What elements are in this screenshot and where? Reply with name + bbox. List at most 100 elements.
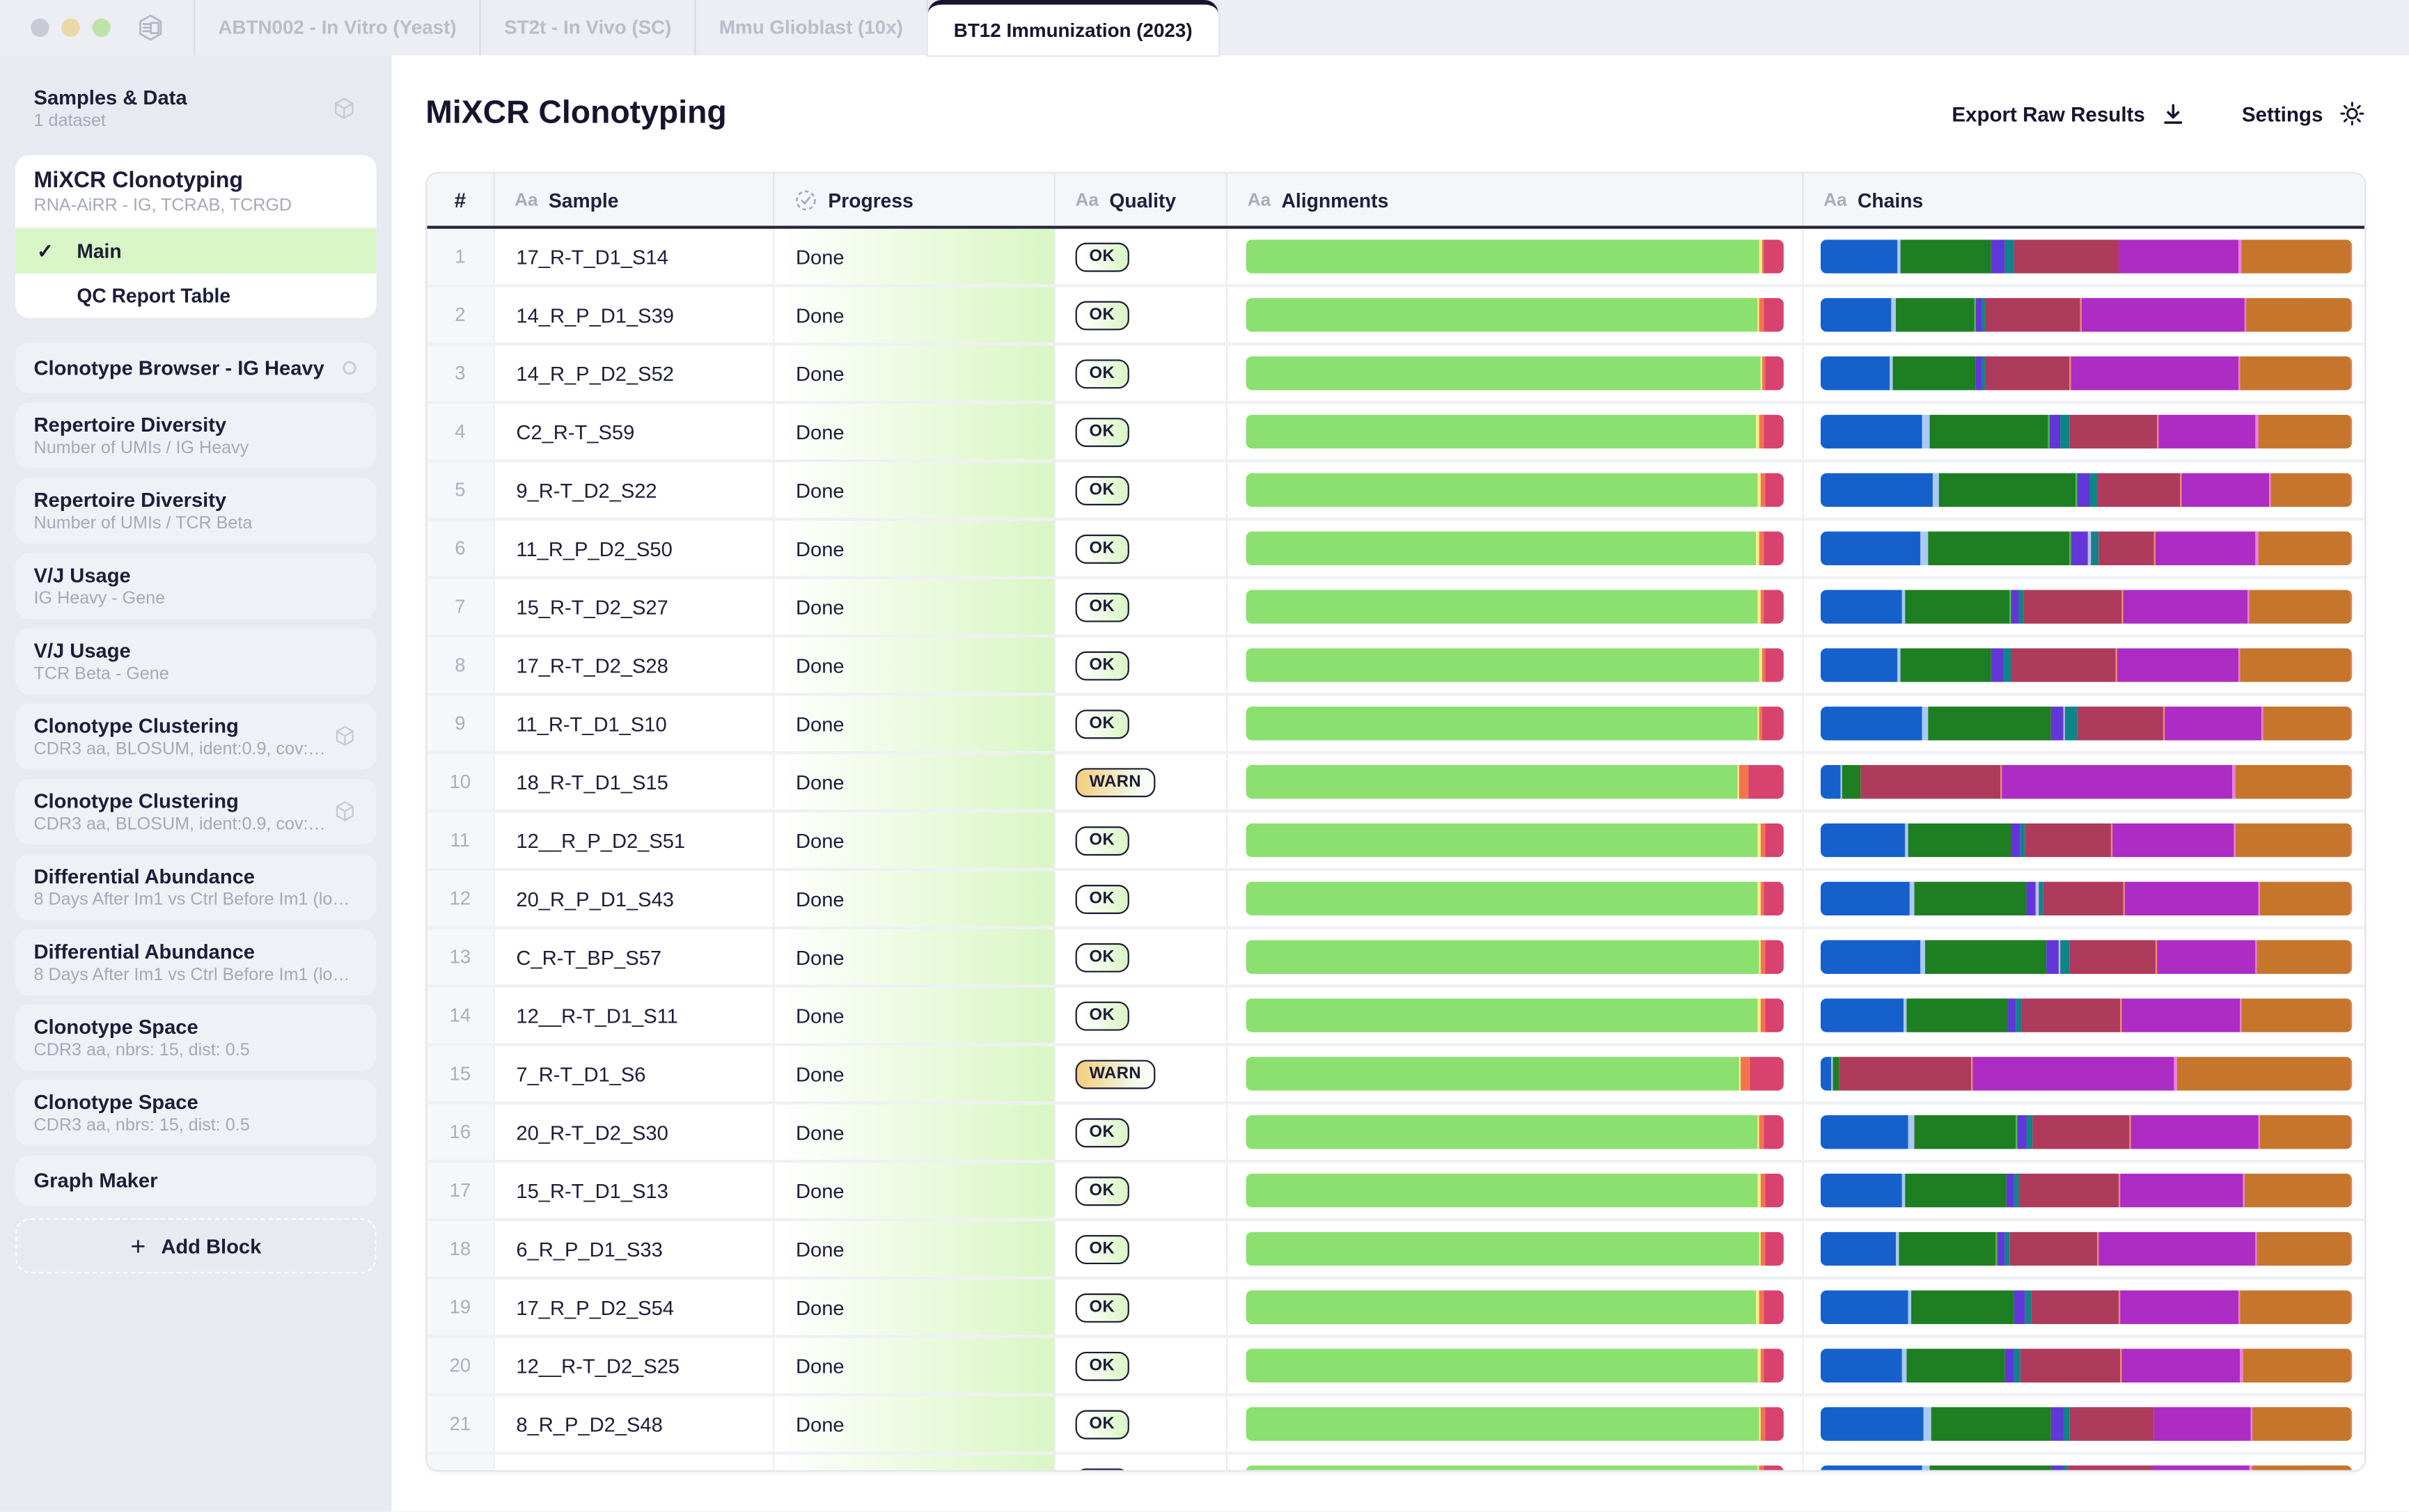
row-index-cell: 9 — [427, 695, 494, 752]
table-row[interactable]: 16 20_R-T_D2_S30 Done OK — [427, 1104, 2365, 1163]
table-row[interactable]: 6 11_R_P_D2_S50 Done OK — [427, 521, 2365, 579]
bar-segment-green — [1246, 239, 1759, 274]
bar-segment-green — [1246, 298, 1757, 332]
sidebar-block-clonotype-space[interactable]: Clonotype Space CDR3 aa, nbrs: 15, dist: … — [15, 1005, 377, 1071]
table-row[interactable]: 13 C_R-T_BP_S57 Done OK — [427, 929, 2365, 988]
bar-segment-magenta — [2156, 531, 2257, 566]
sidebar-block-repertoire-diversity[interactable]: Repertoire Diversity Number of UMIs / IG … — [15, 402, 377, 469]
alignments-cell — [1225, 1337, 1802, 1394]
bar-segment-orange — [2177, 1057, 2351, 1091]
dataset-tab-4[interactable]: BT12 Immunization (2023) — [927, 0, 1219, 56]
bar-segment-magenta — [2131, 1115, 2258, 1149]
table-row[interactable]: 3 14_R_P_D2_S52 Done OK — [427, 345, 2365, 404]
bar-segment-magenta — [2119, 239, 2239, 274]
table-row[interactable]: 15 7_R-T_D1_S6 Done WARN — [427, 1046, 2365, 1105]
table-row[interactable]: 14 12__R-T_D1_S11 Done OK — [427, 987, 2365, 1046]
table-row[interactable]: 8 17_R-T_D2_S28 Done OK — [427, 637, 2365, 696]
sidebar-block-mixcr-clonotyping[interactable]: MiXCR Clonotyping RNA-AiRR - IG, TCRAB, … — [15, 155, 377, 318]
bar-segment-lightblue — [1831, 1057, 1833, 1091]
column-header-sample[interactable]: Aa Sample — [493, 173, 773, 226]
alignments-bar — [1246, 473, 1784, 507]
bar-segment-yellow — [1759, 356, 1763, 391]
dataset-tab-2[interactable]: ST2t - In Vivo (SC) — [479, 0, 695, 56]
bar-segment-yellow — [1758, 1407, 1761, 1441]
bar-segment-blue — [1820, 1057, 1832, 1091]
bar-segment-pink — [1762, 707, 1784, 741]
window-minimize-button[interactable] — [61, 18, 80, 37]
window-close-button[interactable] — [31, 18, 49, 37]
column-header-progress[interactable]: Progress — [772, 173, 1054, 226]
dataset-tab-1[interactable]: ABTN002 - In Vitro (Yeast) — [194, 0, 480, 56]
table-row[interactable]: 20 12__R-T_D2_S25 Done OK — [427, 1337, 2365, 1396]
sidebar-block-samples-data[interactable]: Samples & Data 1 dataset — [15, 73, 377, 143]
workflow-item-main[interactable]: ✓ Main — [15, 228, 377, 274]
table-row[interactable]: 18 6_R_P_D1_S33 Done OK — [427, 1221, 2365, 1280]
bar-segment-green — [1914, 1115, 2016, 1149]
sidebar-block-repertoire-diversity[interactable]: Repertoire Diversity Number of UMIs / TCR… — [15, 478, 377, 544]
table-row[interactable]: 10 18_R-T_D1_S15 Done WARN — [427, 754, 2365, 813]
window-zoom-button[interactable] — [92, 18, 111, 37]
bar-segment-lightblue — [1921, 531, 1929, 566]
table-row[interactable]: Done OK — [427, 1454, 2364, 1470]
bar-segment-pink — [2261, 707, 2264, 741]
table-row[interactable]: 12 20_R_P_D1_S43 Done OK — [427, 871, 2365, 930]
column-header-label: Sample — [548, 188, 619, 212]
quality-cell: OK — [1053, 287, 1226, 343]
bar-segment-magenta — [2121, 1348, 2241, 1383]
bar-segment-blue — [1820, 590, 1902, 624]
settings-label: Settings — [2241, 102, 2323, 125]
table-row[interactable]: 2 14_R_P_D1_S39 Done OK — [427, 287, 2365, 346]
workflow-item-qc-report-table[interactable]: QC Report Table — [15, 274, 377, 318]
bar-segment-divider — [2180, 473, 2182, 507]
chains-bar — [1820, 356, 2353, 391]
sidebar-block-graph-maker[interactable]: Graph Maker — [15, 1155, 377, 1206]
sidebar-block-clonotype-browser-ig-heavy[interactable]: Clonotype Browser - IG Heavy — [15, 342, 377, 393]
bar-segment-green — [1900, 239, 1992, 274]
sample-cell: 6_R_P_D1_S33 — [493, 1221, 773, 1277]
table-row[interactable]: 21 8_R_P_D2_S48 Done OK — [427, 1396, 2365, 1455]
export-raw-results-button[interactable]: Export Raw Results — [1952, 101, 2186, 127]
bar-segment-edge — [2351, 1173, 2353, 1208]
bar-segment-salmon — [1762, 356, 1766, 391]
bar-segment-purple — [2077, 473, 2090, 507]
column-header-index[interactable]: # — [427, 173, 493, 226]
sidebar-block-v-j-usage[interactable]: V/J Usage TCR Beta - Gene — [15, 628, 377, 695]
sidebar-block-clonotype-clustering[interactable]: Clonotype Clustering CDR3 aa, BLOSUM, ide… — [15, 703, 377, 770]
bar-segment-yellow — [1757, 590, 1760, 624]
sidebar-block-clonotype-clustering[interactable]: Clonotype Clustering CDR3 aa, BLOSUM, ide… — [15, 778, 377, 845]
sidebar-block-differential-abundance[interactable]: Differential Abundance 8 Days After Im1 v… — [15, 929, 377, 995]
add-block-button[interactable]: + Add Block — [15, 1218, 377, 1274]
table-row[interactable]: 7 15_R-T_D2_S27 Done OK — [427, 578, 2365, 638]
dataset-tab-3[interactable]: Mmu Glioblast (10x) — [694, 0, 928, 56]
sidebar-block-differential-abundance[interactable]: Differential Abundance 8 Days After Im1 v… — [15, 853, 377, 920]
block-subtitle: Number of UMIs / IG Heavy — [33, 439, 249, 458]
bar-segment-edge — [2351, 1115, 2353, 1149]
table-row[interactable]: 1 17_R-T_D1_S14 Done OK — [427, 228, 2365, 288]
bar-segment-pink — [2238, 239, 2241, 274]
quality-badge: OK — [1075, 1350, 1129, 1380]
chains-bar — [1820, 823, 2353, 858]
alignments-cell — [1225, 929, 1802, 985]
sidebar-block-clonotype-space[interactable]: Clonotype Space CDR3 aa, nbrs: 15, dist: … — [15, 1080, 377, 1147]
bar-segment-pink — [2239, 998, 2242, 1032]
table-row[interactable]: 4 C2_R-T_S59 Done OK — [427, 404, 2365, 463]
column-header-alignments[interactable]: Aa Alignments — [1225, 173, 1802, 226]
alignments-cell — [1225, 637, 1802, 693]
column-header-chains[interactable]: Aa Chains — [1802, 173, 2364, 226]
table-row[interactable]: 19 17_R_P_D2_S54 Done OK — [427, 1279, 2365, 1338]
bar-segment-divider — [2111, 823, 2113, 858]
sidebar-block-v-j-usage[interactable]: V/J Usage IG Heavy - Gene — [15, 553, 377, 620]
alignments-bar — [1246, 298, 1784, 332]
block-title: Repertoire Diversity — [33, 488, 227, 512]
row-index-cell: 3 — [427, 345, 494, 401]
column-header-quality[interactable]: Aa Quality — [1053, 173, 1226, 226]
bar-segment-pink — [2238, 1290, 2241, 1325]
table-row[interactable]: 5 9_R-T_D2_S22 Done OK — [427, 462, 2365, 521]
table-row[interactable]: 17 15_R-T_D1_S13 Done OK — [427, 1163, 2365, 1222]
table-row[interactable]: 11 12__R_P_D2_S51 Done OK — [427, 812, 2365, 872]
bar-segment-purple — [1991, 239, 2006, 274]
table-row[interactable]: 9 11_R-T_D1_S10 Done OK — [427, 695, 2365, 755]
bar-segment-blue — [1820, 473, 1933, 507]
bar-segment-green — [1246, 473, 1758, 507]
settings-button[interactable]: Settings — [2242, 100, 2366, 127]
